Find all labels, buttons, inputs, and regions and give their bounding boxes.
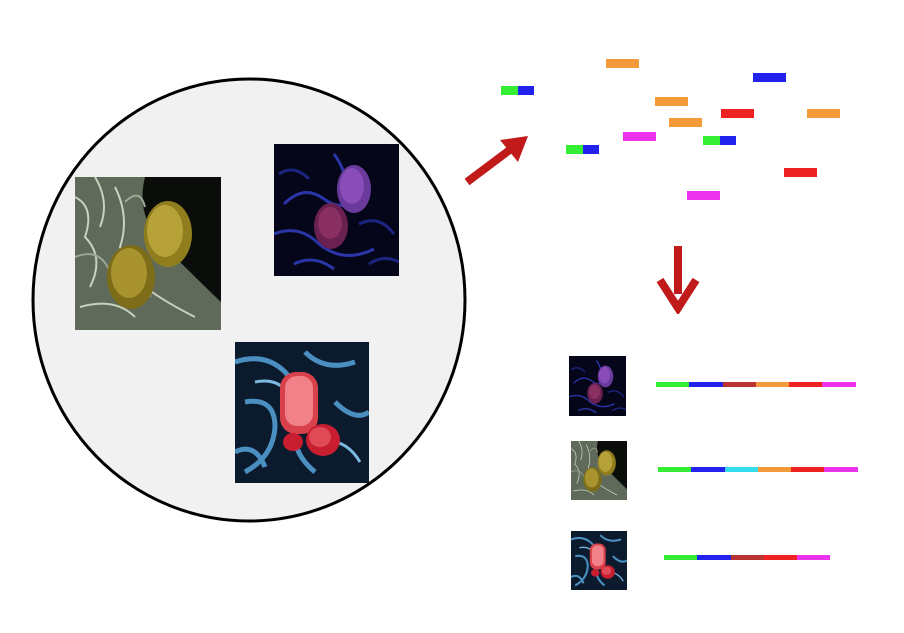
contig-segment-blue xyxy=(697,555,731,560)
sequence-read xyxy=(687,191,720,200)
sequence-read xyxy=(753,73,786,82)
read-segment-blue xyxy=(719,136,736,145)
read-segment-green xyxy=(703,136,720,145)
sequence-read xyxy=(655,97,688,106)
contig-segment-green xyxy=(656,382,690,387)
contig-segment-orange xyxy=(757,467,792,472)
assembled-contig xyxy=(656,382,856,387)
read-segment-blue xyxy=(582,145,599,154)
micrograph-purple-bacteria xyxy=(274,144,399,276)
read-segment-red xyxy=(784,168,817,177)
micrograph-red-bacteria xyxy=(235,342,369,483)
contig-segment-darkred xyxy=(722,382,756,387)
sequence-read xyxy=(721,109,754,118)
contig-segment-green xyxy=(664,555,698,560)
assembled-contig xyxy=(664,555,831,560)
read-segment-orange xyxy=(606,59,639,68)
contig-segment-blue xyxy=(689,382,723,387)
assembly-thumbnail-yellow xyxy=(571,441,627,500)
sequence-read xyxy=(501,86,534,95)
sequence-read xyxy=(807,109,840,118)
read-segment-green xyxy=(566,145,583,154)
sequence-read xyxy=(606,59,639,68)
assembly-thumbnail-red xyxy=(571,531,627,590)
sequence-read xyxy=(623,132,656,141)
sequence-read xyxy=(566,145,599,154)
assembled-contig xyxy=(658,467,858,472)
read-segment-orange xyxy=(807,109,840,118)
read-segment-magenta xyxy=(623,132,656,141)
read-segment-blue xyxy=(517,86,534,95)
read-segment-green xyxy=(501,86,518,95)
contig-segment-red xyxy=(791,467,825,472)
assembly-arrow-icon xyxy=(655,244,701,314)
contig-segment-green xyxy=(658,467,692,472)
sequence-read xyxy=(703,136,736,145)
read-segment-magenta xyxy=(687,191,720,200)
read-segment-red xyxy=(721,109,754,118)
contig-segment-magenta xyxy=(824,467,858,472)
assembly-thumbnail-purple xyxy=(569,356,626,416)
micrograph-yellow-bacteria xyxy=(75,177,221,330)
contig-segment-magenta xyxy=(797,555,831,560)
sequencing-arrow-icon xyxy=(460,130,535,190)
contig-segment-magenta xyxy=(822,382,856,387)
contig-segment-blue xyxy=(691,467,725,472)
contig-segment-red xyxy=(789,382,823,387)
sequence-read xyxy=(669,118,702,127)
contig-segment-orange xyxy=(755,382,790,387)
sequence-read xyxy=(784,168,817,177)
contig-segment-cyan xyxy=(724,467,758,472)
contig-segment-red xyxy=(763,555,798,560)
read-segment-orange xyxy=(655,97,688,106)
read-segment-orange xyxy=(669,118,702,127)
contig-segment-darkred xyxy=(730,555,764,560)
read-segment-blue xyxy=(753,73,786,82)
